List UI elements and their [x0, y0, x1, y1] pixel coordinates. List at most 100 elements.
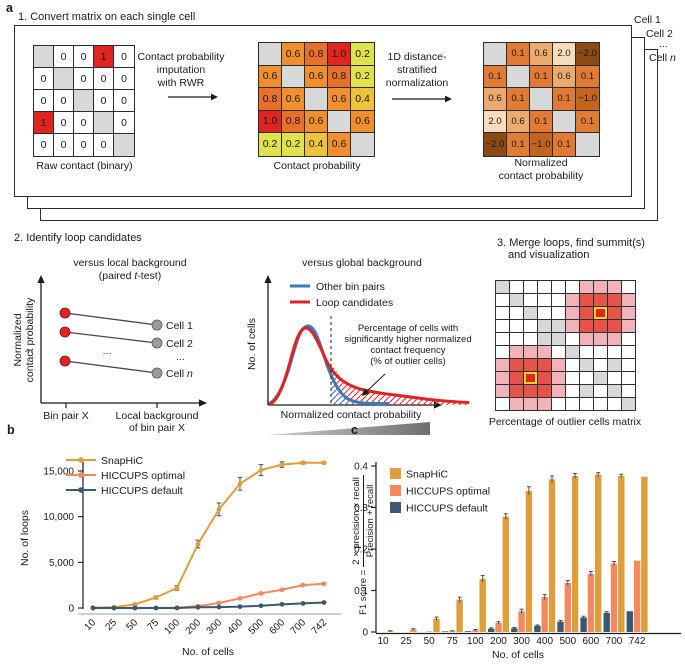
series-point — [132, 605, 138, 611]
c-x-tick-label: 700 — [606, 636, 623, 647]
series-line-HICCUPS default — [93, 601, 325, 609]
global-background-diagram: versus global background Other bin pairs… — [246, 257, 472, 435]
outlier-grid-cell — [524, 294, 538, 307]
matrix-cell — [553, 110, 576, 133]
c-x-tick-label: 742 — [629, 636, 646, 647]
outlier-grid-cell — [538, 294, 552, 307]
outlier-grid-cell — [510, 385, 524, 398]
outlier-grid-cell — [566, 398, 580, 411]
matrix-cell — [351, 133, 374, 156]
outlier-grid-cell — [552, 398, 566, 411]
local-ylabel-line1: Normalized — [12, 313, 24, 366]
matrix-cell: 0.6 — [351, 110, 374, 133]
outlier-grid-cell — [524, 398, 538, 411]
b-legend-label: HICCUPS optimal — [101, 470, 185, 482]
legend-red-label: Loop candidates — [316, 297, 393, 309]
local-dots-center: ... — [103, 345, 112, 357]
outlier-grid-cell — [538, 307, 552, 320]
b-legend-label: HICCUPS default — [101, 485, 183, 497]
b-y-tick-label: 10,000 — [43, 512, 74, 523]
outlier-grid-cell — [538, 333, 552, 346]
b-x-tick-label: 700 — [289, 617, 309, 637]
c-legend-label: SnapHiC — [406, 469, 448, 481]
matrix-cell — [282, 65, 305, 88]
annotation-line4: (% of outlier cells) — [370, 356, 446, 367]
matrix-cell: 0.1 — [507, 43, 530, 66]
outlier-grid-cell — [566, 372, 580, 385]
local-dots-right: ... — [176, 351, 185, 363]
outlier-grid-cell — [566, 320, 580, 333]
outlier-grid-cell — [580, 346, 594, 359]
annotation-line1: Percentage of cells with — [358, 323, 458, 334]
series-point — [216, 506, 222, 512]
matrix-cell: 0.6 — [305, 110, 328, 133]
outlier-grid-cell — [496, 346, 510, 359]
matrix-cell: 1 — [34, 112, 54, 134]
prob-matrix-caption: Contact probability — [273, 160, 361, 172]
outlier-grid-cell — [552, 385, 566, 398]
b-legend-label: SnapHiC — [101, 455, 143, 467]
bar-HICCUPS default — [488, 628, 495, 632]
outlier-grid-cell — [566, 333, 580, 346]
loop-candidates-curve — [268, 326, 470, 406]
series-point — [132, 601, 138, 607]
outlier-grid-cell — [594, 385, 608, 398]
step3-title-line1: 3. Merge loops, find summit(s) — [497, 237, 645, 249]
matrix-cell: 0.1 — [507, 133, 530, 156]
c-x-tick-label: 200 — [490, 636, 507, 647]
matrix-cell: 0 — [74, 68, 94, 90]
norm-caption-line1: Normalized — [514, 157, 568, 169]
c-x-tick-label: 25 — [401, 636, 413, 647]
panel-c-label: c — [351, 423, 358, 437]
matrix-cell: 0.1 — [530, 65, 553, 88]
outlier-grid-cell — [538, 385, 552, 398]
local-title: versus local background (paired t-test) — [73, 257, 186, 282]
f1-numerator: 2 × precision × recall — [350, 475, 364, 567]
bar-SnapHiC — [410, 629, 417, 632]
outlier-grid-cell — [580, 307, 594, 320]
matrix-cell: 0.8 — [282, 110, 305, 133]
bar-HICCUPS default — [603, 612, 610, 632]
norm-caption-line2: contact probability — [498, 169, 584, 182]
c-x-tick-label: 75 — [447, 636, 459, 647]
bar-HICCUPS optimal — [541, 597, 548, 632]
matrix-cell: 0.6 — [282, 43, 305, 66]
matrix-cell: 0.2 — [282, 133, 305, 156]
c-y-tick-label: 0.3 — [354, 503, 368, 514]
norm-arrow-label: 1D distance- stratified normalization — [367, 51, 467, 90]
rwr-arrow-label: Contact probability imputation with RWR — [131, 51, 231, 90]
c-legend-swatch — [390, 468, 401, 479]
outlier-grid-cell — [608, 346, 622, 359]
outlier-grid-cell — [496, 294, 510, 307]
norm-matrix-caption: Normalized contact probability — [471, 157, 611, 182]
matrix-cell — [484, 43, 507, 66]
outlier-grid-cell — [580, 294, 594, 307]
matrix-cell: 0.6 — [328, 133, 351, 156]
bar-HICCUPS default — [534, 625, 541, 632]
outlier-cells-matrix — [495, 280, 636, 411]
c-y-tick-label: 0.2 — [354, 545, 368, 556]
bar-HICCUPS optimal — [633, 560, 641, 632]
matrix-cell: 1.0 — [328, 43, 351, 66]
outlier-grid-cell — [622, 281, 636, 294]
outlier-grid-cell — [510, 398, 524, 411]
b-x-tick-label: 100 — [163, 617, 183, 637]
stack-label-dots: ... — [659, 38, 668, 50]
c-y-tick-label: 0.4 — [354, 462, 368, 473]
series-point — [321, 460, 327, 466]
outlier-grid-cell — [510, 320, 524, 333]
outlier-grid-cell — [552, 359, 566, 372]
outlier-grid-cell — [608, 398, 622, 411]
f1-bar-chart: 0 0.1 0.2 0.3 0.4 10 25 50 75 100 200 300 400 500 600 7… — [354, 462, 681, 661]
outlier-grid-cell — [496, 333, 510, 346]
outlier-grid-cell — [622, 333, 636, 346]
matrix-cell: 0 — [74, 46, 94, 68]
matrix-cell: 0.6 — [484, 88, 507, 111]
matrix-cell — [74, 90, 94, 112]
series-point — [300, 460, 306, 466]
matrix-cell: 0.1 — [576, 110, 599, 133]
stack-label-cell2: Cell 2 — [646, 28, 673, 40]
b-x-tick-label: 75 — [145, 617, 161, 633]
local-bg-label-line1: Local background — [116, 410, 199, 422]
